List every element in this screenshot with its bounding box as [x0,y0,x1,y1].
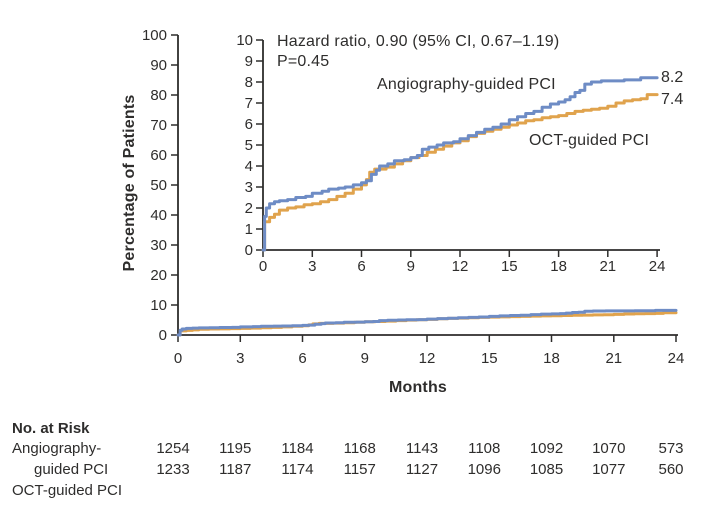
main-x-tick-label: 18 [543,350,560,367]
inset-curve-oct [261,93,659,252]
inset-y-tick-label: 5 [245,137,253,154]
main-y-tick-label: 80 [150,87,167,104]
risk-count-oct: 1077 [592,461,626,478]
main-y-tick-label: 0 [159,327,167,344]
main-x-tick-label: 21 [605,350,622,367]
risk-count-oct: 1157 [343,461,376,478]
inset-x-tick-label: 18 [550,258,567,275]
main-curve-angiography [176,308,678,337]
risk-count-angiography: 1254 [156,440,190,457]
p-value-annotation: P=0.45 [277,53,330,70]
inset-y-tick-label: 3 [245,179,253,196]
main-y-tick-label: 50 [150,177,167,194]
main-y-tick-label: 100 [142,27,167,44]
inset-y-tick-label: 2 [245,200,253,217]
series-label-angiography: Angiography-guided PCI [377,76,556,93]
risk-count-oct: 1085 [529,461,564,478]
inset-y-tick-label: 7 [245,95,253,112]
risk-count-angiography: 1108 [468,440,501,457]
inset-y-tick-label: 1 [245,221,253,238]
inset-curve-angiography [261,76,659,252]
main-x-tick-label: 6 [298,350,306,367]
inset-y-tick-label: 9 [245,53,253,70]
risk-count-angiography: 1168 [343,440,376,457]
main-y-tick-label: 20 [150,267,167,284]
risk-count-angiography: 1195 [219,440,252,457]
inset-x-tick-label: 21 [599,258,616,275]
main-y-tick-label: 90 [150,57,167,74]
main-x-tick-label: 9 [361,350,369,367]
x-axis-title: Months [388,379,448,396]
risk-count-angiography: 1070 [592,440,626,457]
risk-count-angiography: 573 [658,440,684,457]
main-x-tick-label: 15 [481,350,498,367]
main-y-tick-label: 30 [150,237,167,254]
end-value-oct: 7.4 [661,91,684,108]
risk-table-title: No. at Risk [12,420,90,437]
risk-label-angiography-line2: guided PCI [34,461,109,478]
main-x-tick-label: 3 [236,350,244,367]
main-y-tick-label: 40 [150,207,167,224]
risk-count-oct: 560 [658,461,684,478]
main-y-tick-label: 10 [150,297,167,314]
main-x-tick-label: 0 [174,350,182,367]
inset-y-tick-label: 0 [245,242,253,259]
inset-x-tick-label: 15 [501,258,518,275]
risk-count-angiography: 1143 [405,440,439,457]
risk-label-angiography-line1: Angiography- [12,440,102,457]
risk-count-oct: 1233 [156,461,190,478]
y-axis-title: Percentage of Patients [121,94,138,272]
inset-x-tick-label: 24 [649,258,666,275]
main-y-tick-label: 60 [150,147,167,164]
series-label-oct: OCT-guided PCI [529,132,650,149]
main-x-tick-label: 24 [668,350,685,367]
inset-x-tick-label: 0 [259,258,267,275]
risk-count-oct: 1174 [281,461,314,478]
main-x-tick-label: 12 [419,350,436,367]
risk-count-angiography: 1092 [529,440,564,457]
inset-y-tick-label: 10 [236,32,253,49]
inset-y-tick-label: 8 [245,74,253,91]
end-value-angiography: 8.2 [661,69,684,86]
risk-count-oct: 1096 [467,461,501,478]
inset-y-tick-label: 4 [245,158,253,175]
inset-x-tick-label: 3 [308,258,316,275]
inset-y-tick-label: 6 [245,116,253,133]
hazard-ratio-annotation: Hazard ratio, 0.90 (95% CI, 0.67–1.19) [277,33,560,50]
main-curve-oct [176,311,678,337]
inset-x-tick-label: 9 [407,258,415,275]
inset-x-tick-label: 12 [452,258,469,275]
inset-x-tick-label: 6 [357,258,365,275]
risk-label-oct: OCT-guided PCI [12,482,123,499]
main-y-tick-label: 70 [150,117,167,134]
risk-count-oct: 1187 [219,461,252,478]
risk-count-oct: 1127 [405,461,439,478]
risk-count-angiography: 1184 [281,440,314,457]
